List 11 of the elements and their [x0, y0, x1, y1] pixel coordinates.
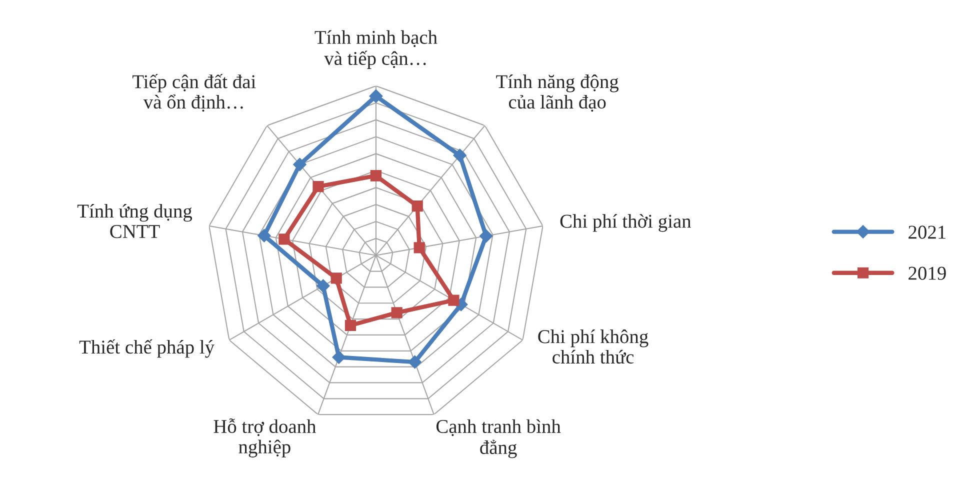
spoke-label: Cạnh tranh bình đẳng: [436, 419, 561, 458]
spoke-label: Tiếp cận đất đai và ổn định…: [132, 74, 256, 112]
spoke-label: Thiết chế pháp lý: [79, 339, 214, 358]
spoke-label: Tính minh bạch và tiếp cận…: [314, 30, 438, 69]
legend-label: 2019: [908, 266, 946, 280]
spoke-label: Tính năng động của lãnh đạo: [496, 74, 619, 112]
spoke-label: Chi phí thời gian: [560, 214, 692, 232]
spoke-label: Chi phí không chính thức: [538, 330, 648, 364]
spoke-label: Hỗ trợ doanh nghiệp: [214, 418, 316, 458]
spoke-label: Tính ứng dụng CNTT: [77, 204, 192, 238]
legend-label: 2021: [908, 226, 946, 239]
